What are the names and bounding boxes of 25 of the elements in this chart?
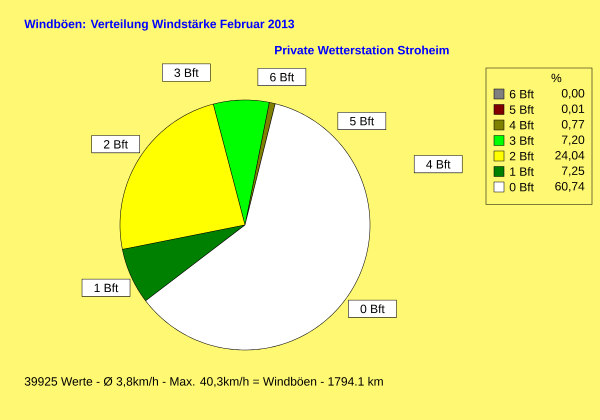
- legend-label: 4 Bft: [510, 120, 534, 130]
- legend-label: 1 Bft: [510, 167, 534, 176]
- category-label: 5 Bft: [350, 116, 374, 126]
- chart-title: Windböen: Verteilung Windstärke Februar 2013: [24, 19, 294, 31]
- legend-label: 5 Bft: [510, 105, 534, 114]
- category-label: 6 Bft: [270, 72, 294, 82]
- text: 39925 Werte - Ø 3,8km/h - Max. 40,3km/h = Windböen - 1794.1 km: [24, 376, 383, 388]
- text: 0,00: [562, 89, 584, 99]
- legend-label: 2 Bft: [510, 152, 534, 160]
- legend-label: 3 Bft: [510, 136, 534, 145]
- slice-label: 3 Bft: [174, 68, 199, 77]
- data-label: 7,20: [562, 136, 584, 146]
- legend-label: 6 Bft: [510, 90, 534, 98]
- legend-title: %: [551, 74, 562, 82]
- chart-subtitle: Private Wetterstation Stroheim: [275, 46, 449, 54]
- data-label: 0,77: [562, 120, 584, 130]
- legend-label: 0 Bft: [510, 182, 534, 192]
- slice-label: 2 Bft: [104, 140, 128, 149]
- data-label: 24,04: [555, 151, 584, 161]
- data-label: 0,01: [562, 104, 584, 114]
- data-label: 7,25: [562, 166, 584, 176]
- category-label: 4 Bft: [426, 160, 450, 169]
- slice-label: 1 Bft: [94, 283, 118, 292]
- data-label: 60,74: [555, 182, 584, 192]
- slice-label: 0 Bft: [360, 304, 385, 314]
